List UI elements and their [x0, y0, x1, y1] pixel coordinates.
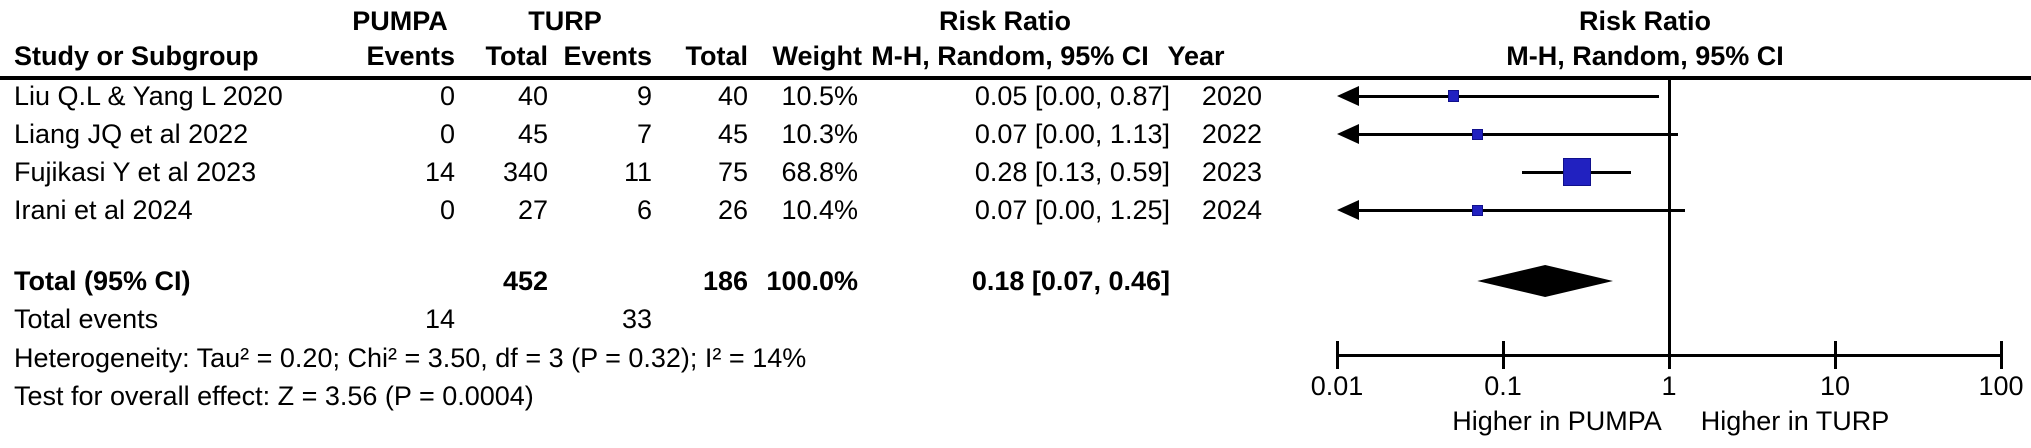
ci-arrow-left-icon [1337, 124, 1359, 144]
study-label: Liang JQ et al 2022 [14, 119, 249, 149]
weight-col-header: Weight [772, 41, 863, 71]
pooled-diamond [1477, 265, 1613, 297]
table-cell: 2020 [1201, 81, 1262, 111]
ci-line [1355, 132, 1678, 136]
table-cell: 10.3% [781, 119, 858, 149]
axis-tick-label: 1 [1661, 371, 1677, 401]
table-cell: 45 [517, 119, 548, 149]
total-weight: 100.0% [766, 266, 858, 296]
overall-effect-text: Test for overall effect: Z = 3.56 (P = 0… [14, 381, 534, 411]
table-cell: 7 [636, 119, 652, 149]
table-cell: 10.4% [781, 195, 858, 225]
pumpa-total-col-header: Total [485, 41, 549, 71]
table-cell: 2023 [1201, 157, 1262, 187]
axis-tick-label: 0.1 [1484, 371, 1522, 401]
study-col-header: Study or Subgroup [14, 41, 259, 71]
table-cell: 0.07 [0.00, 1.13] [974, 119, 1170, 149]
ci-line [1355, 208, 1686, 212]
effect-col-subheader: M-H, Random, 95% CI [871, 41, 1149, 71]
table-cell: 2022 [1201, 119, 1262, 149]
plot-title: Risk Ratio [1578, 6, 1712, 36]
ci-line [1355, 94, 1659, 98]
table-cell: 0.28 [0.13, 0.59] [974, 157, 1170, 187]
table-cell: 68.8% [781, 157, 858, 187]
study-weight-square [1471, 204, 1483, 216]
heterogeneity-text: Heterogeneity: Tau² = 0.20; Chi² = 3.50,… [14, 343, 807, 373]
axis-tick-label: 10 [1819, 371, 1851, 401]
table-cell: 75 [717, 157, 748, 187]
table-cell: 40 [517, 81, 548, 111]
axis-left-label: Higher in PUMPA [1452, 406, 1662, 436]
table-cell: 40 [717, 81, 748, 111]
header-rule [0, 76, 2031, 80]
table-cell: 9 [636, 81, 652, 111]
axis-tick [1501, 341, 1505, 369]
axis-tick [1833, 341, 1837, 369]
table-cell: 27 [517, 195, 548, 225]
group-turp-header: TURP [528, 6, 602, 36]
total-events-label: Total events [14, 304, 159, 334]
study-label: Liu Q.L & Yang L 2020 [14, 81, 283, 111]
table-cell: 11 [623, 157, 652, 187]
ci-arrow-left-icon [1337, 86, 1359, 106]
axis-tick-label: 0.01 [1310, 371, 1364, 401]
table-cell: 0 [439, 119, 455, 149]
turp-events-col-header: Events [563, 41, 652, 71]
table-cell: 45 [717, 119, 748, 149]
total-events-turp: 33 [621, 304, 652, 334]
study-label: Fujikasi Y et al 2023 [14, 157, 257, 187]
study-weight-square [1563, 157, 1592, 187]
table-cell: 0 [439, 195, 455, 225]
null-effect-line [1667, 77, 1671, 368]
total-pumpa-n: 452 [502, 266, 548, 296]
total-turp-n: 186 [702, 266, 748, 296]
effect-col-title: Risk Ratio [938, 6, 1072, 36]
ci-arrow-left-icon [1337, 200, 1359, 220]
table-cell: 6 [636, 195, 652, 225]
axis-tick [1999, 341, 2003, 369]
table-cell: 26 [717, 195, 748, 225]
total-events-pumpa: 14 [424, 304, 455, 334]
table-cell: 10.5% [781, 81, 858, 111]
total-label: Total (95% CI) [14, 266, 191, 296]
table-cell: 0.05 [0.00, 0.87] [974, 81, 1170, 111]
plot-subheader: M-H, Random, 95% CI [1506, 41, 1784, 71]
table-cell: 0 [439, 81, 455, 111]
pumpa-events-col-header: Events [366, 41, 455, 71]
axis-right-label: Higher in TURP [1700, 406, 1890, 436]
table-cell: 14 [424, 157, 455, 187]
group-pumpa-header: PUMPA [352, 6, 448, 36]
axis-tick [1667, 341, 1671, 369]
total-ci: 0.18 [0.07, 0.46] [971, 266, 1170, 296]
study-weight-square [1447, 90, 1459, 102]
year-col-header: Year [1167, 41, 1225, 71]
axis-tick-label: 100 [1978, 371, 2024, 401]
table-cell: 2024 [1201, 195, 1262, 225]
study-label: Irani et al 2024 [14, 195, 193, 225]
table-cell: 0.07 [0.00, 1.25] [974, 195, 1170, 225]
study-weight-square [1471, 128, 1483, 140]
table-cell: 340 [502, 157, 548, 187]
turp-total-col-header: Total [685, 41, 749, 71]
axis-tick [1335, 341, 1339, 369]
